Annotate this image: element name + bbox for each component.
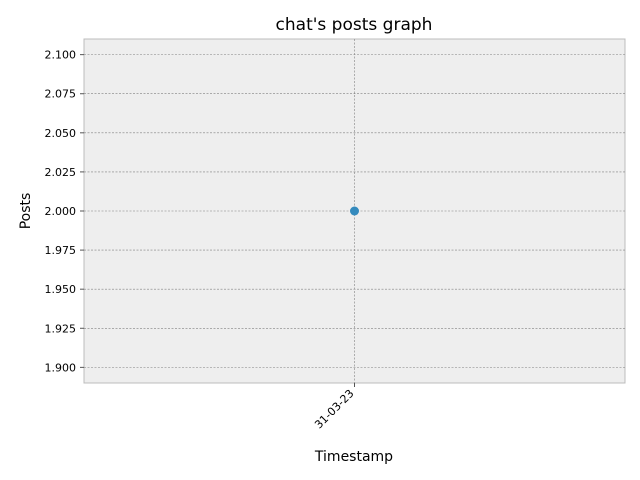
y-tick-label: 2.075 — [45, 88, 77, 101]
y-tick-label: 2.100 — [45, 49, 77, 62]
y-tick-label: 2.000 — [45, 205, 77, 218]
x-tick-label: 31-03-23 — [312, 387, 357, 432]
data-point-marker — [350, 206, 359, 216]
y-tick-label: 1.950 — [45, 283, 77, 296]
y-axis-ticks: 1.900 1.925 1.950 1.975 2.000 2.025 2.050 2.075… — [45, 49, 84, 374]
y-axis-label: Posts — [18, 193, 34, 230]
x-axis-label: Timestamp — [314, 449, 393, 465]
y-tick-label: 2.025 — [45, 166, 77, 179]
y-tick-label: 1.975 — [45, 244, 77, 257]
x-axis-ticks: 31-03-23 — [312, 383, 357, 431]
y-tick-label: 2.050 — [45, 127, 77, 140]
series-layer — [350, 206, 359, 216]
chart-title: chat's posts graph — [276, 15, 433, 35]
y-tick-label: 1.900 — [45, 361, 77, 374]
y-tick-label: 1.925 — [45, 322, 77, 335]
